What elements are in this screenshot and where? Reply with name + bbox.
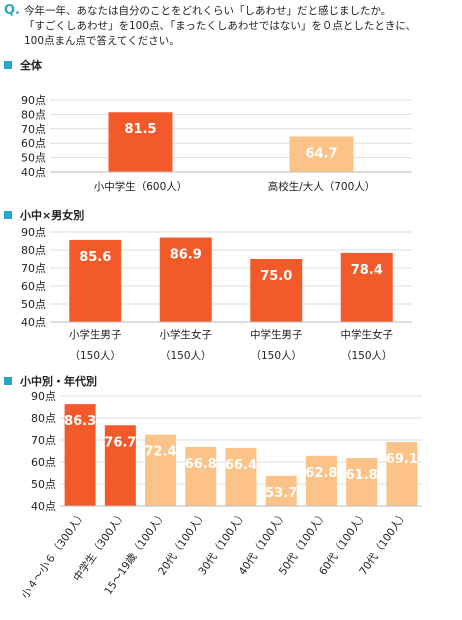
data-label: 81.5: [124, 122, 156, 137]
x-tick-label: 小４～小６（300人）: [19, 509, 89, 601]
data-label: 85.6: [79, 250, 111, 265]
section-header-age: 小中別・年代別: [4, 373, 97, 389]
data-label: 72.4: [145, 445, 177, 460]
section-header-gender: 小中×男女別: [4, 207, 84, 223]
x-tick-label-count: （150人）: [69, 350, 121, 362]
section-marker-icon: [4, 377, 12, 385]
question-line-3: 100点まん点で答えてください。: [24, 35, 180, 47]
data-label: 76.7: [104, 435, 136, 450]
data-label: 66.8: [185, 457, 217, 472]
bar: [185, 447, 217, 506]
y-tick-label: 60点: [21, 137, 46, 150]
x-tick-label: 高校生/大人（700人）: [268, 180, 376, 193]
data-label: 66.4: [225, 458, 257, 473]
y-tick-label: 70点: [21, 262, 46, 275]
data-label: 64.7: [305, 146, 337, 161]
question-line-1: 今年一年、あなたは自分のことをどれくらい「しあわせ」だと感じましたか。: [24, 5, 392, 17]
x-tick-label: 小中学生（600人）: [94, 180, 188, 193]
data-label: 86.9: [170, 248, 202, 263]
y-tick-label: 40点: [31, 500, 56, 513]
y-tick-label: 50点: [21, 298, 46, 311]
y-tick-label: 80点: [21, 244, 46, 257]
chart-title: 小中×男女別: [20, 209, 85, 222]
x-tick-label-count: （150人）: [160, 350, 212, 362]
bar: [289, 136, 354, 172]
chart-title: 全体: [20, 59, 42, 72]
y-tick-label: 50点: [21, 152, 46, 165]
y-tick-label: 90点: [21, 226, 46, 239]
bar: [64, 404, 96, 506]
x-tick-label-count: （150人）: [341, 350, 393, 362]
data-label: 69.1: [386, 452, 418, 467]
bar: [386, 441, 418, 506]
chart-title: 小中別・年代別: [20, 375, 97, 388]
bar: [250, 259, 303, 322]
question-text: 今年一年、あなたは自分のことをどれくらい「しあわせ」だと感じましたか。 「すごく…: [24, 4, 456, 49]
x-tick-label: 中学生男子: [250, 328, 303, 341]
bar: [265, 475, 297, 506]
data-label: 86.3: [64, 414, 96, 429]
question-line-2: 「すごくしあわせ」を100点、「まったくしあわせではない」を０点としたときに、: [24, 20, 417, 32]
bar: [340, 252, 393, 322]
y-tick-label: 70点: [31, 434, 56, 447]
x-tick-label-count: （150人）: [250, 350, 302, 362]
bar: [305, 455, 337, 506]
x-tick-label: 小学生男子: [69, 328, 122, 341]
data-label: 75.0: [260, 269, 292, 284]
bar: [69, 239, 122, 322]
x-tick-label: 中学生女子: [341, 328, 394, 341]
bar: [108, 112, 173, 172]
y-tick-label: 70点: [21, 123, 46, 136]
y-tick-label: 60点: [31, 456, 56, 469]
y-tick-label: 80点: [31, 412, 56, 425]
bar: [104, 425, 136, 506]
age-chart: 40点50点60点70点80点90点86.3小４～小６（300人）76.7中学生…: [19, 390, 422, 601]
y-tick-label: 60点: [21, 280, 46, 293]
data-label: 62.8: [305, 466, 337, 481]
y-tick-label: 90点: [21, 94, 46, 107]
y-tick-label: 80点: [21, 108, 46, 121]
section-marker-icon: [4, 61, 12, 69]
y-tick-label: 40点: [21, 166, 46, 179]
bar: [145, 434, 177, 506]
gender-chart: 40点 50点 60点 70点 80点 90点 85.6 小学生男子 （150人） 86.9 小学生…: [21, 226, 412, 362]
data-label: 78.4: [351, 263, 383, 278]
bar: [346, 458, 378, 506]
section-header-overall: 全体: [4, 57, 42, 73]
bar: [225, 447, 257, 506]
x-tick-label: 小学生女子: [160, 328, 213, 341]
data-label: 53.7: [265, 486, 297, 501]
y-tick-label: 90点: [31, 390, 56, 403]
y-tick-label: 50点: [31, 478, 56, 491]
y-tick-label: 40点: [21, 316, 46, 329]
section-marker-icon: [4, 211, 12, 219]
bar: [159, 237, 212, 322]
data-label: 61.8: [346, 468, 378, 483]
question-mark: Q.: [4, 3, 20, 18]
